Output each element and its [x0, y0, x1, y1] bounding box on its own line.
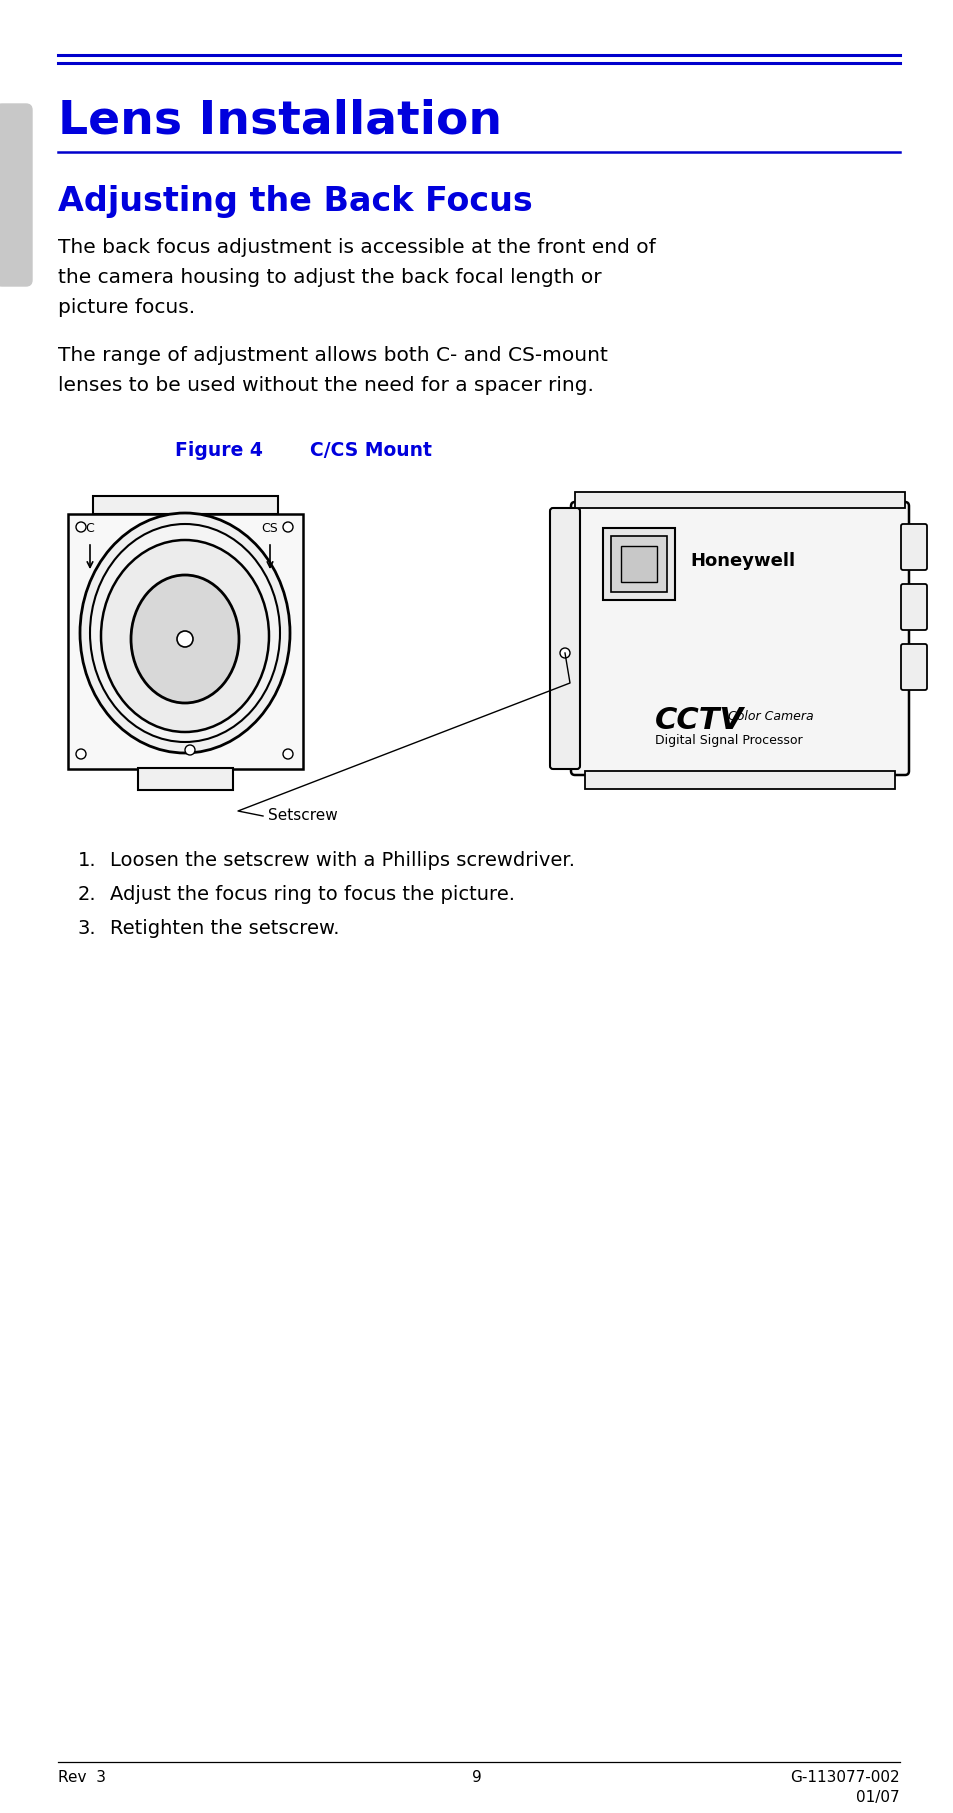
FancyBboxPatch shape	[900, 524, 926, 569]
Bar	[620, 546, 657, 582]
Text: Loosen the setscrew with a Phillips screwdriver.: Loosen the setscrew with a Phillips scre…	[110, 850, 575, 870]
Text: G-113077-002: G-113077-002	[789, 1769, 899, 1786]
Text: Setscrew: Setscrew	[268, 809, 337, 823]
Text: CCTV: CCTV	[655, 705, 743, 734]
FancyBboxPatch shape	[571, 502, 908, 774]
Circle shape	[559, 647, 569, 658]
Circle shape	[76, 749, 86, 760]
Text: The range of adjustment allows both C- and CS-mount: The range of adjustment allows both C- a…	[58, 346, 607, 364]
Bar	[602, 528, 675, 600]
Text: the camera housing to adjust the back focal length or: the camera housing to adjust the back fo…	[58, 268, 601, 286]
Bar	[610, 537, 666, 593]
Bar	[92, 497, 277, 515]
Bar	[138, 769, 233, 790]
Text: picture focus.: picture focus.	[58, 297, 195, 317]
Bar	[68, 515, 303, 769]
Circle shape	[283, 749, 293, 760]
Text: 1.: 1.	[78, 850, 96, 870]
Text: CS: CS	[261, 522, 278, 535]
Text: Rev  3: Rev 3	[58, 1769, 106, 1786]
Circle shape	[283, 522, 293, 531]
FancyBboxPatch shape	[900, 644, 926, 691]
Ellipse shape	[101, 540, 269, 732]
Text: 9: 9	[472, 1769, 481, 1786]
Ellipse shape	[131, 575, 239, 703]
Text: Adjusting the Back Focus: Adjusting the Back Focus	[58, 185, 532, 218]
Bar	[575, 491, 904, 508]
Text: Retighten the setscrew.: Retighten the setscrew.	[110, 919, 339, 937]
Circle shape	[185, 745, 194, 754]
Text: Figure 4: Figure 4	[174, 441, 263, 461]
Text: 3.: 3.	[78, 919, 96, 937]
Text: Adjust the focus ring to focus the picture.: Adjust the focus ring to focus the pictu…	[110, 885, 515, 905]
Text: C: C	[86, 522, 94, 535]
Text: C/CS Mount: C/CS Mount	[310, 441, 432, 461]
Text: lenses to be used without the need for a spacer ring.: lenses to be used without the need for a…	[58, 375, 594, 395]
Text: Lens Installation: Lens Installation	[58, 98, 501, 143]
Text: Color Camera: Color Camera	[727, 711, 813, 723]
FancyBboxPatch shape	[550, 508, 579, 769]
FancyBboxPatch shape	[900, 584, 926, 629]
Circle shape	[76, 522, 86, 531]
Text: Honeywell: Honeywell	[689, 551, 794, 569]
Bar	[584, 771, 894, 789]
Text: 2.: 2.	[78, 885, 96, 905]
Text: 01/07: 01/07	[856, 1789, 899, 1806]
Ellipse shape	[90, 524, 280, 742]
Circle shape	[177, 631, 193, 647]
Text: The back focus adjustment is accessible at the front end of: The back focus adjustment is accessible …	[58, 238, 655, 257]
FancyBboxPatch shape	[0, 103, 32, 286]
Ellipse shape	[80, 513, 290, 752]
Text: Digital Signal Processor: Digital Signal Processor	[655, 734, 801, 747]
